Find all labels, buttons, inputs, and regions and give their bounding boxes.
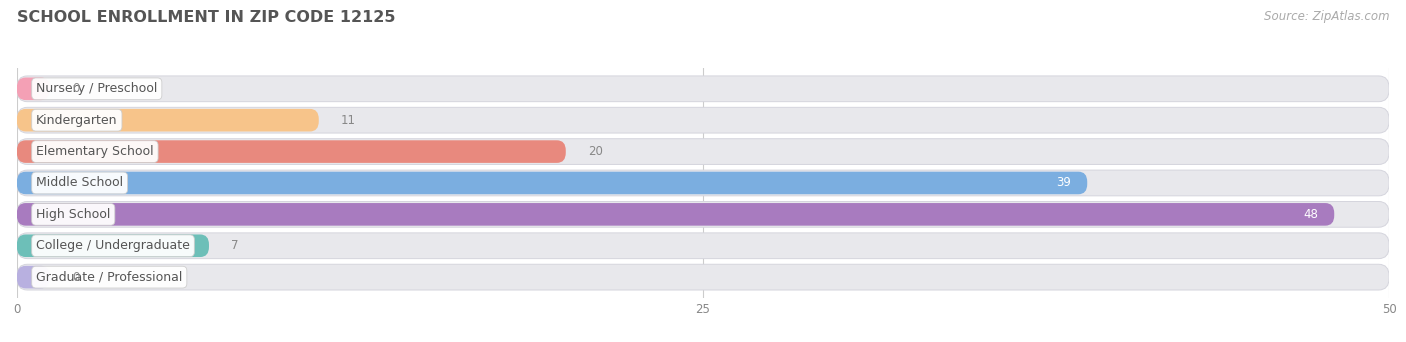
FancyBboxPatch shape xyxy=(17,201,1389,227)
FancyBboxPatch shape xyxy=(17,203,1334,226)
Text: Elementary School: Elementary School xyxy=(37,145,153,158)
FancyBboxPatch shape xyxy=(17,109,319,131)
FancyBboxPatch shape xyxy=(17,170,1389,196)
Text: 39: 39 xyxy=(1056,176,1071,189)
FancyBboxPatch shape xyxy=(17,264,1389,290)
Text: Kindergarten: Kindergarten xyxy=(37,114,118,127)
Text: 0: 0 xyxy=(72,271,79,284)
Text: 20: 20 xyxy=(588,145,603,158)
FancyBboxPatch shape xyxy=(17,76,1389,102)
Text: 11: 11 xyxy=(340,114,356,127)
FancyBboxPatch shape xyxy=(17,107,1389,133)
Text: Graduate / Professional: Graduate / Professional xyxy=(37,271,183,284)
Text: Middle School: Middle School xyxy=(37,176,124,189)
FancyBboxPatch shape xyxy=(17,140,565,163)
FancyBboxPatch shape xyxy=(17,235,209,257)
FancyBboxPatch shape xyxy=(17,78,49,100)
FancyBboxPatch shape xyxy=(17,139,1389,165)
Text: Source: ZipAtlas.com: Source: ZipAtlas.com xyxy=(1264,10,1389,23)
Text: 0: 0 xyxy=(72,82,79,95)
FancyBboxPatch shape xyxy=(17,266,49,288)
Text: 48: 48 xyxy=(1303,208,1317,221)
Text: Nursery / Preschool: Nursery / Preschool xyxy=(37,82,157,95)
Text: College / Undergraduate: College / Undergraduate xyxy=(37,239,190,252)
Text: High School: High School xyxy=(37,208,111,221)
Text: SCHOOL ENROLLMENT IN ZIP CODE 12125: SCHOOL ENROLLMENT IN ZIP CODE 12125 xyxy=(17,10,395,25)
Text: 7: 7 xyxy=(231,239,239,252)
FancyBboxPatch shape xyxy=(17,233,1389,259)
FancyBboxPatch shape xyxy=(17,172,1087,194)
